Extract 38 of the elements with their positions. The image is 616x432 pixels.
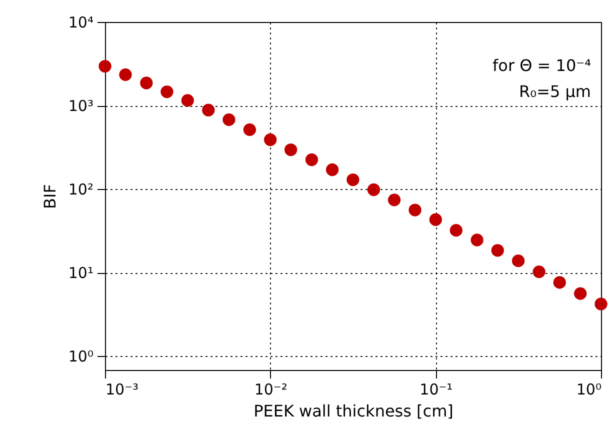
- point: [98, 60, 112, 73]
- point: [491, 244, 504, 257]
- point: [429, 213, 442, 226]
- x-tick-label: 10⁻²: [254, 380, 288, 398]
- x-axis-title: PEEK wall thickness [cm]: [254, 402, 454, 420]
- y-tick-label: 10³: [68, 97, 94, 116]
- point: [346, 173, 360, 186]
- y-tick-label: 10⁴: [68, 14, 94, 32]
- annotation: for Θ = 10⁻⁴: [492, 56, 591, 75]
- y-tick-label: 10¹: [68, 264, 94, 282]
- x-tick-label: 10⁰: [576, 380, 602, 398]
- point: [160, 85, 174, 98]
- point: [243, 123, 256, 136]
- point: [264, 133, 277, 146]
- point: [532, 265, 546, 278]
- annotation: R₀=5 μm: [519, 82, 591, 101]
- point: [140, 76, 153, 90]
- point: [388, 194, 401, 206]
- y-axis-title: BIF: [40, 184, 60, 209]
- point: [202, 104, 215, 116]
- point: [574, 287, 587, 300]
- point: [594, 298, 608, 310]
- point: [553, 276, 566, 289]
- point: [512, 254, 525, 268]
- point: [222, 113, 236, 126]
- point: [408, 204, 422, 216]
- y-tick-label: 10²: [68, 180, 94, 199]
- point: [367, 183, 380, 196]
- point: [181, 94, 194, 107]
- point: [305, 153, 318, 166]
- point: [470, 234, 484, 246]
- y-tick-label: 10⁰: [68, 348, 94, 366]
- point: [326, 163, 339, 176]
- point: [284, 143, 298, 156]
- x-tick-label: 10⁻¹: [420, 380, 453, 398]
- point: [450, 224, 462, 237]
- point: [119, 68, 132, 81]
- x-tick-label: 10⁻³: [106, 380, 139, 398]
